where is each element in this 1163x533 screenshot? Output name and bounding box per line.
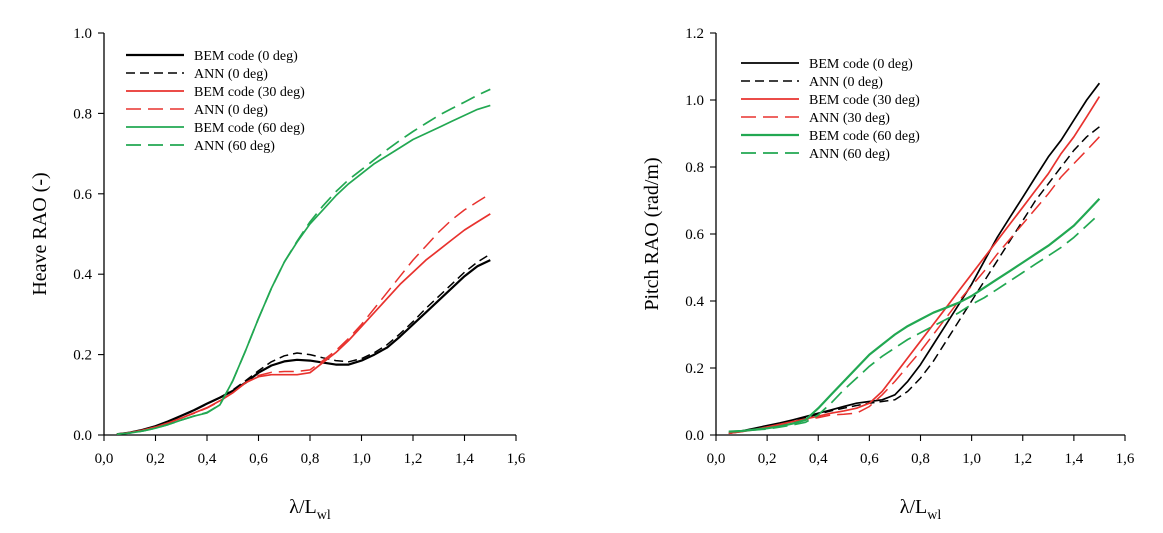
x-tick-label: 1,0 (352, 451, 371, 467)
y-tick-label: 0.2 (73, 348, 92, 364)
x-tick-label: 0,6 (860, 451, 879, 467)
x-tick-label: 0,6 (249, 451, 268, 467)
chart-pitch-rao: 0,0 0,2 0,4 0,6 0,8 1,0 1,2 1,4 1,6 0.0 0.2 0.4 0.6 0… (641, 26, 1135, 523)
legend-label-2: BEM code (30 deg) (809, 93, 920, 108)
legend-label-1: ANN (0 deg) (194, 67, 268, 82)
x-tick-label: 0,0 (707, 451, 726, 467)
x-tick-label: 0,4 (809, 451, 828, 467)
series-line-2 (116, 213, 491, 436)
x-tick-label: 0,8 (911, 451, 930, 467)
x-axis-title-subscript: wl (317, 508, 331, 523)
y-tick-label: 0.8 (73, 106, 92, 122)
legend-label-3: ANN (30 deg) (809, 111, 890, 126)
y-tick-label: 0.4 (73, 267, 92, 283)
x-axis-title-main: λ/L (900, 496, 927, 518)
series-line-0 (116, 259, 491, 436)
legend-label-5: ANN (60 deg) (194, 139, 275, 154)
series-line-5 (116, 88, 491, 436)
x-tick-label: 1,6 (507, 451, 526, 467)
legend-label-0: BEM code (0 deg) (809, 57, 913, 72)
legend-label-2: BEM code (30 deg) (194, 85, 305, 100)
y-tick-label: 0.0 (73, 428, 92, 444)
y-tick-label: 1.0 (73, 26, 92, 42)
series-line-1 (116, 253, 491, 435)
x-tick-label: 1,4 (1065, 451, 1084, 467)
x-tick-label: 0,0 (95, 451, 114, 467)
x-tick-label: 1,4 (455, 451, 474, 467)
legend-label-4: BEM code (60 deg) (194, 121, 305, 136)
y-axis-title: Pitch RAO (rad/m) (641, 157, 663, 310)
x-tick-label: 1,2 (1013, 451, 1032, 467)
y-tick-label: 0.0 (685, 428, 704, 444)
chart-heave-rao: 0,0 0,2 0,4 0,6 0,8 1,0 1,2 1,4 1,6 0.0 0.2 0.4 0.6 0… (29, 26, 526, 523)
legend-label-4: BEM code (60 deg) (809, 129, 920, 144)
legend-label-5: ANN (60 deg) (809, 147, 890, 162)
y-tick-label: 0.6 (73, 187, 92, 203)
legend-label-0: BEM code (0 deg) (194, 49, 298, 64)
y-tick-label: 0.2 (685, 361, 704, 377)
series-line-3 (116, 193, 491, 435)
y-tick-label: 0.4 (685, 294, 704, 310)
y-tick-label: 1.0 (685, 93, 704, 109)
x-axis-title: λ/Lwl (900, 496, 942, 523)
x-axis-title-subscript: wl (927, 508, 941, 523)
y-tick-label: 1.2 (685, 26, 704, 42)
legend-label-1: ANN (0 deg) (809, 75, 883, 90)
x-axis-title: λ/Lwl (289, 496, 331, 523)
series-line-3 (728, 136, 1100, 435)
x-tick-label: 0,8 (301, 451, 320, 467)
x-tick-label: 1,6 (1116, 451, 1135, 467)
x-tick-label: 0,2 (146, 451, 165, 467)
series-line-4 (116, 104, 491, 436)
legend-label-3: ANN (0 deg) (194, 103, 268, 118)
series-line-5 (728, 213, 1100, 433)
x-tick-label: 1,0 (962, 451, 981, 467)
y-tick-label: 0.8 (685, 160, 704, 176)
y-axis-title: Heave RAO (-) (29, 172, 51, 295)
x-tick-label: 0,4 (198, 451, 217, 467)
series-line-1 (728, 126, 1100, 435)
series-line-4 (728, 198, 1101, 433)
x-tick-label: 1,2 (404, 451, 423, 467)
x-axis-title-main: λ/L (289, 496, 316, 518)
x-tick-label: 0,2 (758, 451, 777, 467)
series-line-2 (728, 96, 1101, 435)
y-tick-label: 0.6 (685, 227, 704, 243)
